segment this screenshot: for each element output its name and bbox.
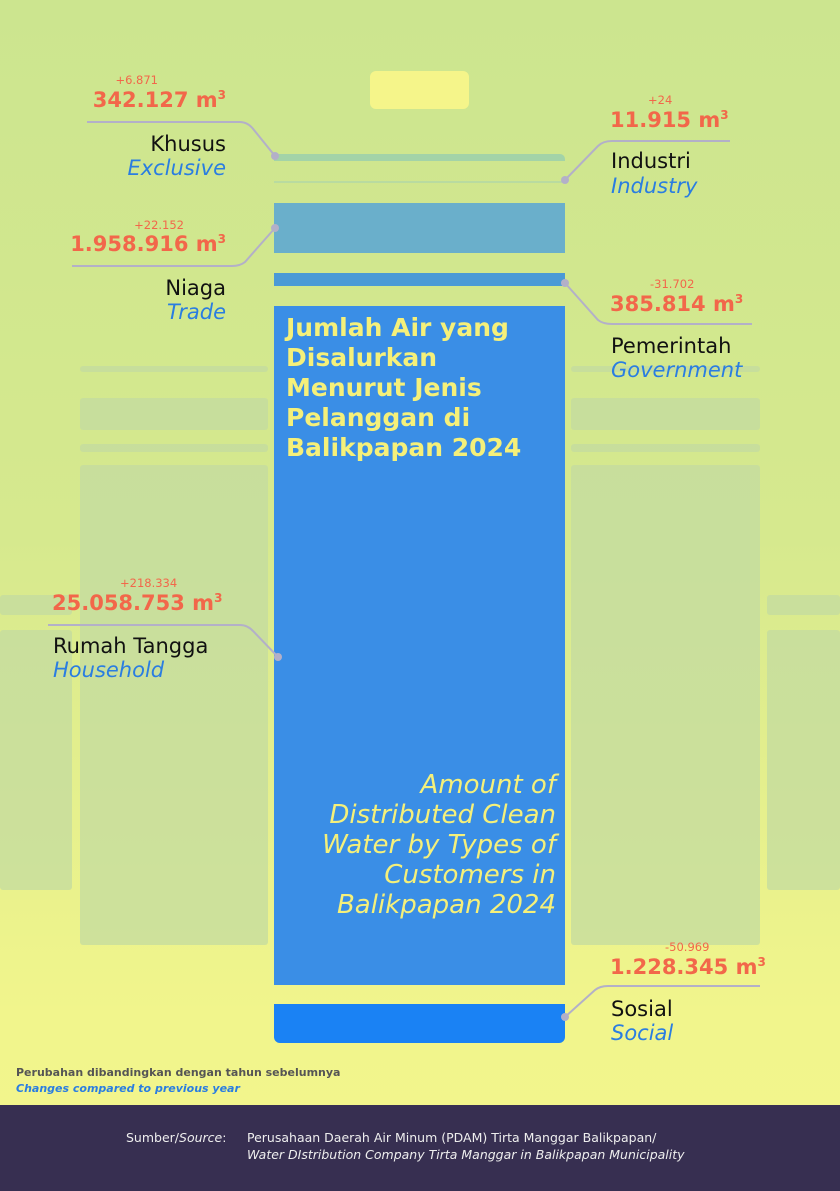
segment-rumah-tangga — [274, 306, 565, 985]
label-en-industri: Industry — [611, 174, 698, 198]
label-niaga: Niaga — [165, 276, 226, 300]
segment-niaga — [274, 203, 565, 253]
bg-panel — [571, 398, 760, 430]
source-footer: Sumber/Source: Perusahaan Daerah Air Min… — [0, 1105, 840, 1191]
bg-panel — [767, 595, 840, 615]
label-en-rumah-tangga: Household — [53, 658, 165, 682]
segment-industri — [274, 181, 565, 183]
dot-niaga — [271, 224, 279, 232]
bg-panel — [80, 444, 268, 452]
source-line1: Perusahaan Daerah Air Minum (PDAM) Tirta… — [247, 1130, 657, 1145]
dot-khusus — [271, 152, 279, 160]
bg-panel — [80, 398, 268, 430]
value-niaga: 1.958.916 m3 — [70, 232, 226, 256]
source-line2: Water DIstribution Company Tirta Manggar… — [247, 1147, 685, 1162]
label-industri: Industri — [611, 149, 691, 173]
note-en: Changes compared to previous year — [16, 1082, 240, 1095]
value-sosial: 1.228.345 m3 — [610, 955, 766, 979]
note-id: Perubahan dibandingkan dengan tahun sebe… — [16, 1066, 341, 1079]
value-khusus: 342.127 m3 — [92, 88, 226, 112]
change-industri: +24 — [648, 93, 673, 107]
segment-khusus — [274, 154, 565, 161]
dot-rumah-tangga — [274, 653, 282, 661]
bg-panel — [571, 366, 760, 372]
change-khusus: +6.871 — [115, 73, 158, 87]
change-rumah-tangga: +218.334 — [120, 576, 178, 590]
dot-pemerintah — [561, 279, 569, 287]
bg-panel — [571, 444, 760, 452]
bottle-cap — [370, 71, 469, 109]
dot-sosial — [561, 1013, 569, 1021]
dot-industri — [561, 176, 569, 184]
label-sosial: Sosial — [611, 997, 673, 1021]
segment-pemerintah — [274, 273, 565, 286]
bg-panel — [0, 630, 72, 890]
value-rumah-tangga: 25.058.753 m3 — [52, 591, 223, 615]
label-rumah-tangga: Rumah Tangga — [53, 634, 209, 658]
change-pemerintah: -31.702 — [650, 277, 695, 291]
bg-panel — [80, 366, 268, 372]
label-en-niaga: Trade — [167, 300, 226, 324]
value-industri: 11.915 m3 — [610, 108, 729, 132]
title: Jumlah Air yang Disalurkan Menurut Jenis… — [286, 313, 522, 462]
value-pemerintah: 385.814 m3 — [610, 292, 744, 316]
bg-panel — [80, 465, 268, 945]
bg-panel — [0, 595, 72, 615]
source-label: Sumber/Source: — [126, 1130, 227, 1145]
label-khusus: Khusus — [150, 132, 226, 156]
label-pemerintah: Pemerintah — [611, 334, 732, 358]
segment-sosial — [274, 1004, 565, 1043]
label-en-khusus: Exclusive — [127, 156, 226, 180]
subtitle: Amount of Distributed Clean Water by Typ… — [322, 770, 556, 920]
bg-panel — [571, 465, 760, 945]
label-en-sosial: Social — [611, 1021, 674, 1045]
bg-panel — [767, 630, 840, 890]
change-niaga: +22.152 — [134, 218, 184, 232]
label-en-pemerintah: Government — [611, 358, 743, 382]
change-sosial: -50.969 — [665, 940, 710, 954]
